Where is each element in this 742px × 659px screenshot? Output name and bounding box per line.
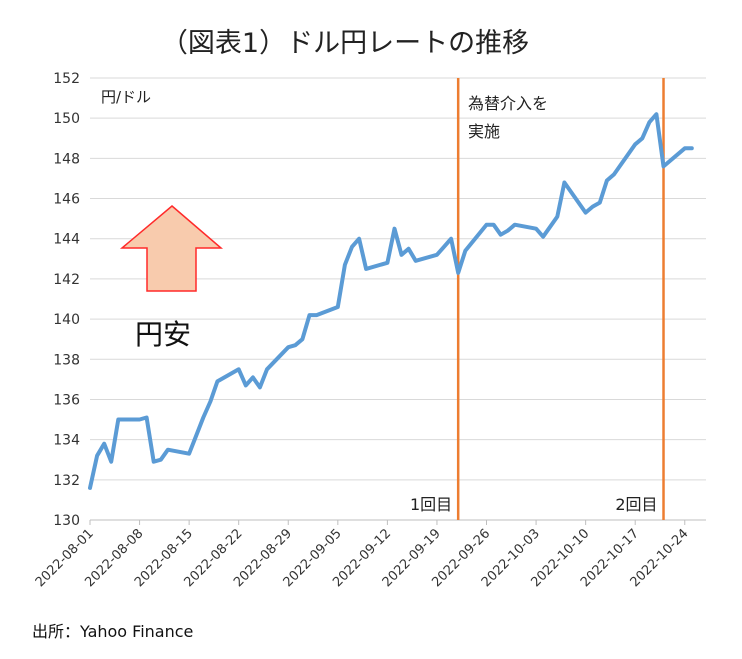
- y-tick-label: 152: [53, 71, 80, 87]
- y-tick-label: 148: [53, 151, 80, 167]
- usd-jpy-series-line: [88, 112, 694, 490]
- y-tick-label: 138: [53, 352, 80, 368]
- y-tick-label: 142: [53, 272, 80, 288]
- y-tick-label: 150: [53, 111, 80, 127]
- y-tick-label: 134: [53, 433, 80, 449]
- gridlines: [89, 77, 706, 525]
- y-tick-label: 132: [53, 473, 80, 489]
- intervention-label: 2回目: [615, 495, 657, 514]
- intervention-annotation-line2: 実施: [468, 122, 500, 141]
- y-axis-unit-label: 円/ドル: [101, 88, 151, 106]
- y-tick-label: 136: [53, 392, 80, 408]
- x-tick-labels: 2022-08-012022-08-082022-08-152022-08-22…: [33, 526, 692, 590]
- yen-weak-label: 円安: [135, 318, 191, 351]
- chart-title: （図表1）ドル円レートの推移: [161, 28, 529, 59]
- intervention-lines: 1回目 2回目: [410, 78, 665, 520]
- source-note: 出所：Yahoo Finance: [32, 622, 193, 641]
- intervention-label: 1回目: [410, 495, 452, 514]
- y-tick-labels: 130 132 134 136 138 140 142 144 146 148 150 152: [53, 71, 80, 529]
- y-tick-label: 140: [53, 312, 80, 328]
- up-arrow-icon: [119, 205, 224, 292]
- y-tick-label: 144: [53, 232, 80, 248]
- y-tick-label: 130: [53, 513, 80, 529]
- y-tick-label: 146: [53, 192, 80, 208]
- intervention-annotation-line1: 為替介入を: [468, 94, 548, 113]
